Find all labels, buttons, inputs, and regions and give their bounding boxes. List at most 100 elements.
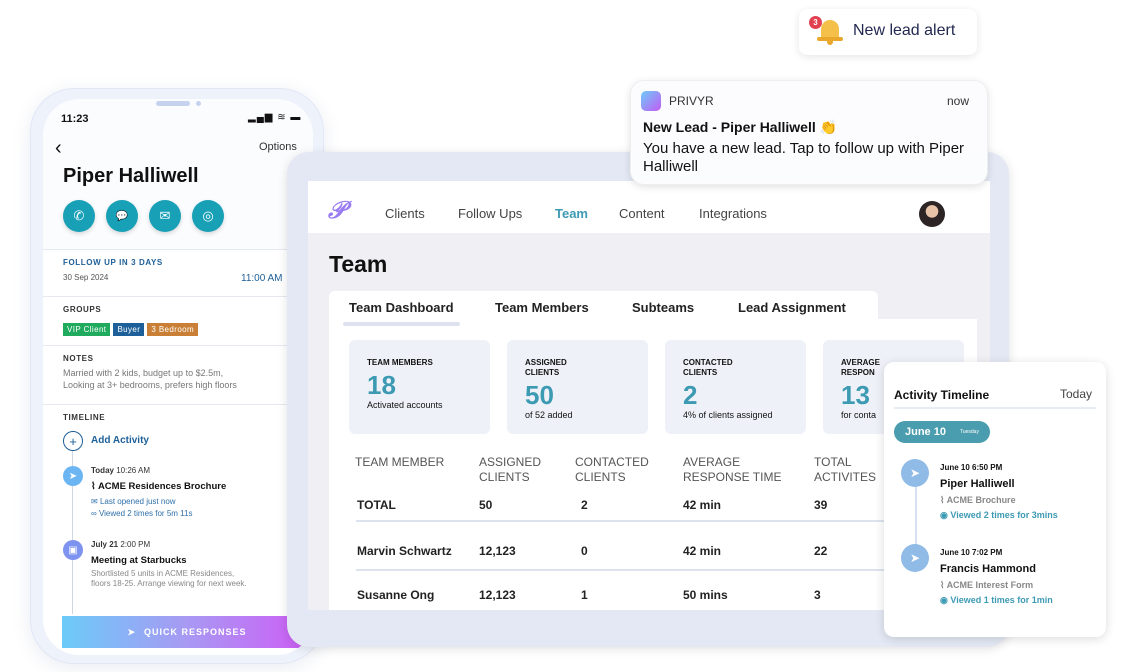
send-icon: ➤	[127, 626, 136, 637]
nav-integrations[interactable]: Integrations	[699, 206, 767, 221]
status-icons: ▂▄▆ ≋ ▬	[248, 112, 302, 123]
notes-heading: NOTES	[63, 354, 94, 363]
table-cell: 12,123	[479, 544, 516, 558]
new-lead-alert[interactable]: 3 New lead alert	[799, 9, 977, 55]
email-icon[interactable]: ✉	[149, 200, 181, 232]
avatar[interactable]	[919, 201, 945, 227]
phone-camera	[196, 101, 201, 106]
attachment-title: ⌇ ACME Residences Brochure	[91, 481, 227, 492]
eye-icon: ◉	[940, 510, 951, 520]
add-activity-button[interactable]: + Add Activity	[63, 431, 149, 451]
table-cell: 42 min	[683, 498, 722, 512]
col-assigned-clients[interactable]: ASSIGNED CLIENTS	[479, 455, 542, 484]
phone-icon[interactable]: ✆	[63, 200, 95, 232]
alert-label: New lead alert	[853, 22, 956, 39]
back-icon[interactable]: ‹	[55, 137, 62, 159]
timeline-line	[915, 477, 917, 557]
followup-heading: FOLLOW UP IN 3 DAYS	[63, 258, 163, 267]
followup-time: 11:00 AM	[241, 273, 283, 284]
push-notification[interactable]: PRIVYR now New Lead - Piper Halliwell 👏 …	[630, 80, 988, 185]
contact-name: Piper Halliwell	[63, 165, 199, 187]
timeline-heading: TIMELINE	[63, 413, 106, 422]
table-cell: 22	[814, 544, 828, 558]
table-row-name: Susanne Ong	[357, 588, 435, 602]
col-contacted-clients[interactable]: CONTACTED CLIENTS	[575, 455, 649, 484]
status-time: 11:23	[61, 113, 89, 125]
activity-timeline-card: Activity Timeline Today June 10 Tuesday ➤…	[884, 362, 1106, 637]
followup-date: 30 Sep 2024	[63, 273, 109, 282]
paperclip-icon: ⌇	[940, 495, 947, 505]
notification-time: now	[947, 94, 970, 108]
date-chip[interactable]: June 10 Tuesday	[894, 421, 990, 443]
table-cell: 50	[479, 498, 493, 512]
table-cell: 3	[814, 588, 821, 602]
bell-icon	[817, 18, 843, 46]
envelope-open-icon: ✉	[91, 497, 100, 506]
paperclip-icon: ⌇	[940, 580, 947, 590]
calendar-icon: ▣	[63, 540, 83, 560]
table-cell: 1	[581, 588, 588, 602]
nav-team[interactable]: Team	[555, 206, 588, 221]
tag-vip-client[interactable]: VIP Client	[63, 323, 111, 336]
paperclip-icon: ⌇	[91, 481, 98, 492]
eye-icon: ◉	[940, 595, 951, 605]
table-cell: 42 min	[683, 544, 722, 558]
dashboard-screen: 𝒫 Clients Follow Ups Team Content Integr…	[308, 181, 990, 610]
notes-section: NOTES Married with 2 kids, budget up to …	[43, 345, 313, 405]
table-cell: 0	[581, 544, 588, 558]
table-row-name: Marvin Schwartz	[357, 544, 452, 558]
table-cell: 2	[581, 498, 588, 512]
nav-content[interactable]: Content	[619, 206, 665, 221]
col-total-activities[interactable]: TOTAL ACTIVITES	[814, 455, 877, 484]
table-cell: 50 mins	[683, 588, 728, 602]
groups-heading: GROUPS	[63, 305, 102, 314]
tab-team-dashboard[interactable]: Team Dashboard	[349, 300, 454, 315]
sms-icon[interactable]: 💬	[106, 200, 138, 232]
notes-text: Married with 2 kids, budget up to $2.5m,…	[63, 368, 237, 390]
timeline-line	[72, 444, 73, 614]
alert-badge: 3	[809, 16, 822, 29]
whatsapp-icon[interactable]: ◎	[192, 200, 224, 232]
send-icon: ➤	[63, 466, 83, 486]
top-nav: 𝒫 Clients Follow Ups Team Content Integr…	[308, 181, 990, 233]
send-icon: ➤	[901, 459, 929, 487]
stat-assigned-clients: ASSIGNED CLIENTS 50 of 52 added	[507, 340, 648, 434]
timeline-item[interactable]: ➤ Today 10:26 AM ⌇ ACME Residences Broch…	[63, 466, 226, 518]
phone-notch	[156, 101, 190, 106]
glasses-icon: ∞	[91, 509, 99, 518]
phone-mockup: 11:23 ▂▄▆ ≋ ▬ ‹ Options Piper Halliwell …	[30, 88, 324, 664]
stat-team-members: TEAM MEMBERS 18 Activated accounts	[349, 340, 490, 434]
groups-section: GROUPS VIP Client Buyer 3 Bedroom	[43, 296, 313, 346]
table-cell: 12,123	[479, 588, 516, 602]
table-cell: 39	[814, 498, 828, 512]
privyr-logo[interactable]: 𝒫	[328, 197, 346, 224]
tag-buyer[interactable]: Buyer	[113, 323, 145, 336]
active-tab-indicator	[343, 322, 460, 326]
table-row-name: TOTAL	[357, 498, 396, 512]
notification-title: New Lead - Piper Halliwell 👏	[643, 119, 838, 135]
divider	[894, 407, 1096, 409]
tab-subteams[interactable]: Subteams	[632, 300, 695, 315]
timeline-item[interactable]: ▣ July 21 2:00 PM Meeting at Starbucks S…	[63, 540, 247, 589]
col-team-member[interactable]: TEAM MEMBER	[355, 455, 445, 469]
phone-screen: 11:23 ▂▄▆ ≋ ▬ ‹ Options Piper Halliwell …	[43, 99, 313, 655]
tab-lead-assignment[interactable]: Lead Assignment	[738, 300, 846, 315]
tag-3-bedroom[interactable]: 3 Bedroom	[147, 323, 199, 336]
contact-actions: ✆ 💬 ✉ ◎	[63, 200, 224, 232]
options-button[interactable]: Options	[259, 141, 297, 153]
col-average-response-time[interactable]: AVERAGE RESPONSE TIME	[683, 455, 782, 484]
activity-filter[interactable]: Today	[1060, 387, 1093, 401]
group-tags: VIP Client Buyer 3 Bedroom	[63, 319, 293, 337]
followup-section[interactable]: FOLLOW UP IN 3 DAYS 30 Sep 2024 11:00 AM	[43, 249, 313, 297]
activity-item[interactable]: June 10 7:02 PM Francis Hammond ⌇ ACME I…	[940, 548, 1053, 605]
activity-item[interactable]: June 10 6:50 PM Piper Halliwell ⌇ ACME B…	[940, 463, 1058, 520]
nav-follow-ups[interactable]: Follow Ups	[458, 206, 523, 221]
quick-responses-button[interactable]: ➤ QUICK RESPONSES	[62, 616, 312, 648]
tablet-mockup: 𝒫 Clients Follow Ups Team Content Integr…	[287, 152, 1009, 647]
activity-title: Activity Timeline	[894, 388, 990, 402]
tab-team-members[interactable]: Team Members	[495, 300, 589, 315]
send-icon: ➤	[901, 544, 929, 572]
nav-clients[interactable]: Clients	[385, 206, 425, 221]
notification-app: PRIVYR	[669, 94, 714, 108]
page-title: Team	[329, 251, 388, 277]
